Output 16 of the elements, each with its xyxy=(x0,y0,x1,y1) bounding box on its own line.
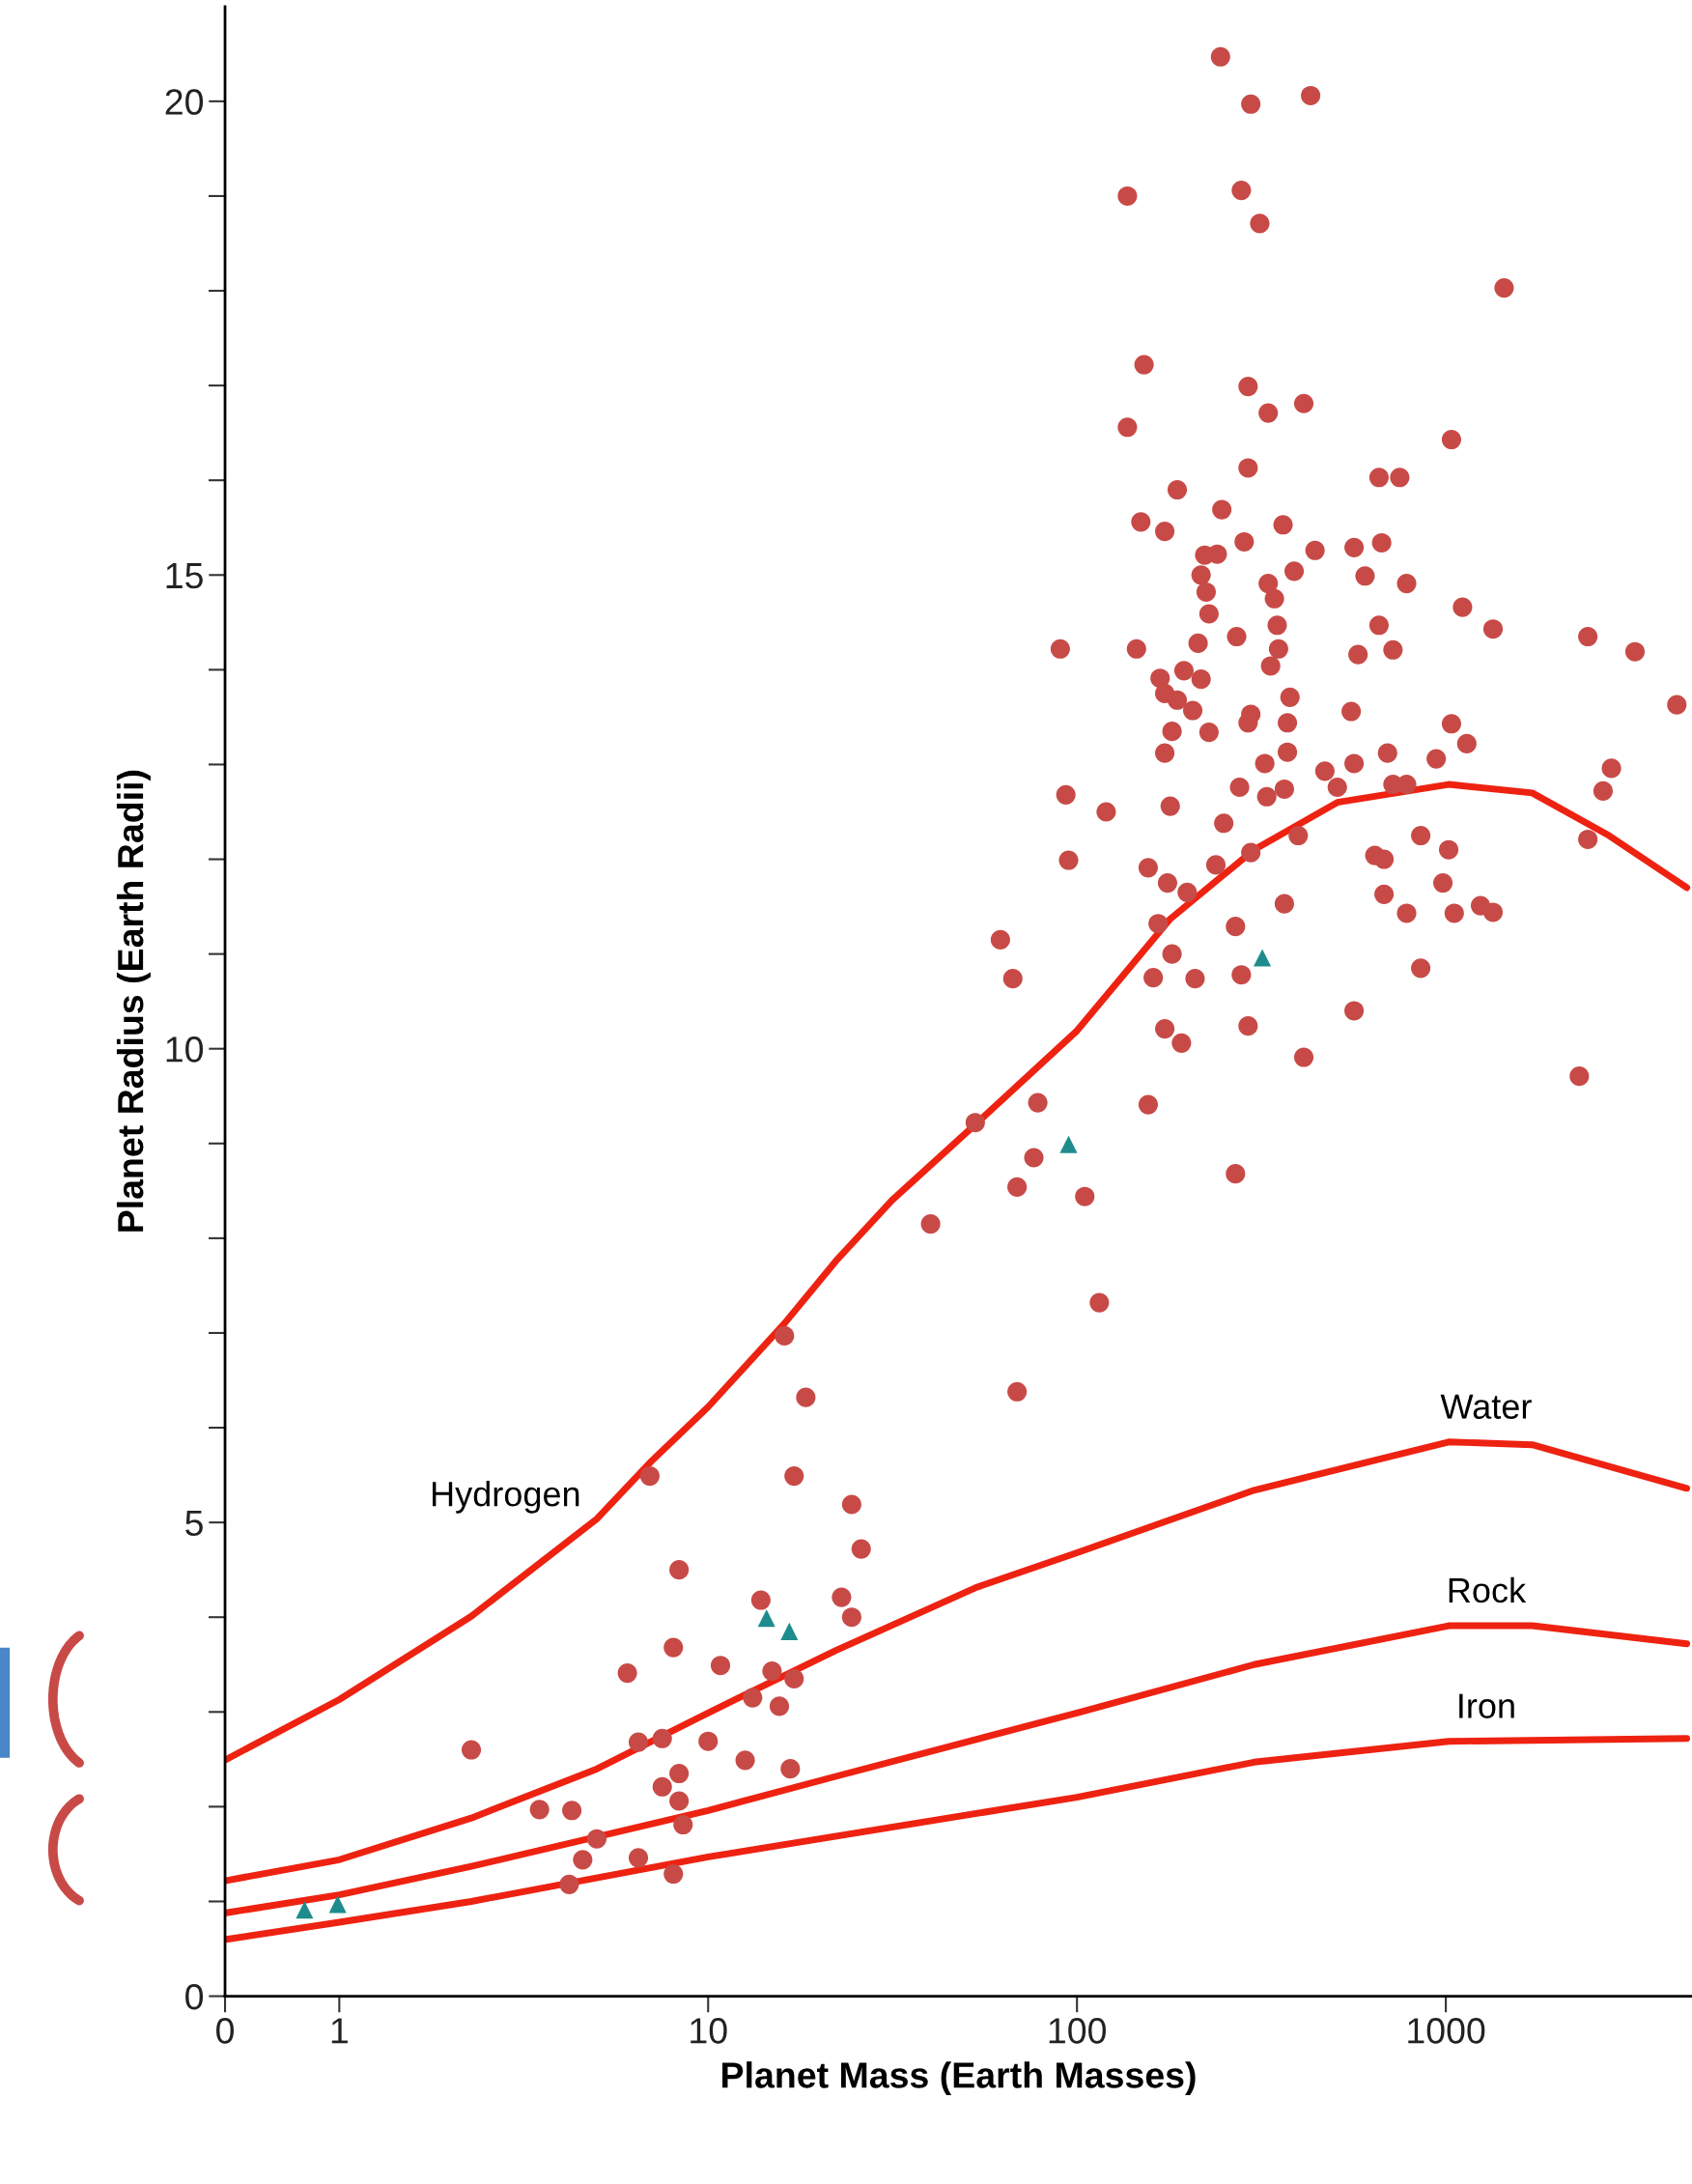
x-tick-label: 100 xyxy=(1049,2018,1106,2044)
series-label: Hydrogen xyxy=(433,1480,579,1514)
x-axis-title: Planet Mass (Earth Masses) xyxy=(722,2061,1196,2096)
y-tick-label: 5 xyxy=(185,1510,203,1537)
series-label: Iron xyxy=(1459,1693,1514,1718)
y-tick-label: 10 xyxy=(166,1036,204,1063)
y-tick-label: 0 xyxy=(185,1983,204,2010)
y-tick-label: 15 xyxy=(166,563,203,589)
x-tick-label: 1 xyxy=(331,2018,348,2044)
y-tick-label: 20 xyxy=(165,89,204,115)
x-tick-label: 10 xyxy=(691,2018,727,2044)
x-tick-label: 1000 xyxy=(1408,2018,1485,2044)
series-label: Rock xyxy=(1449,1576,1527,1603)
x-tick-label: 0 xyxy=(216,2018,234,2044)
series-label: Water xyxy=(1440,1394,1532,1419)
y-axis-title: Planet Radius (Earth Radii) xyxy=(116,770,151,1232)
